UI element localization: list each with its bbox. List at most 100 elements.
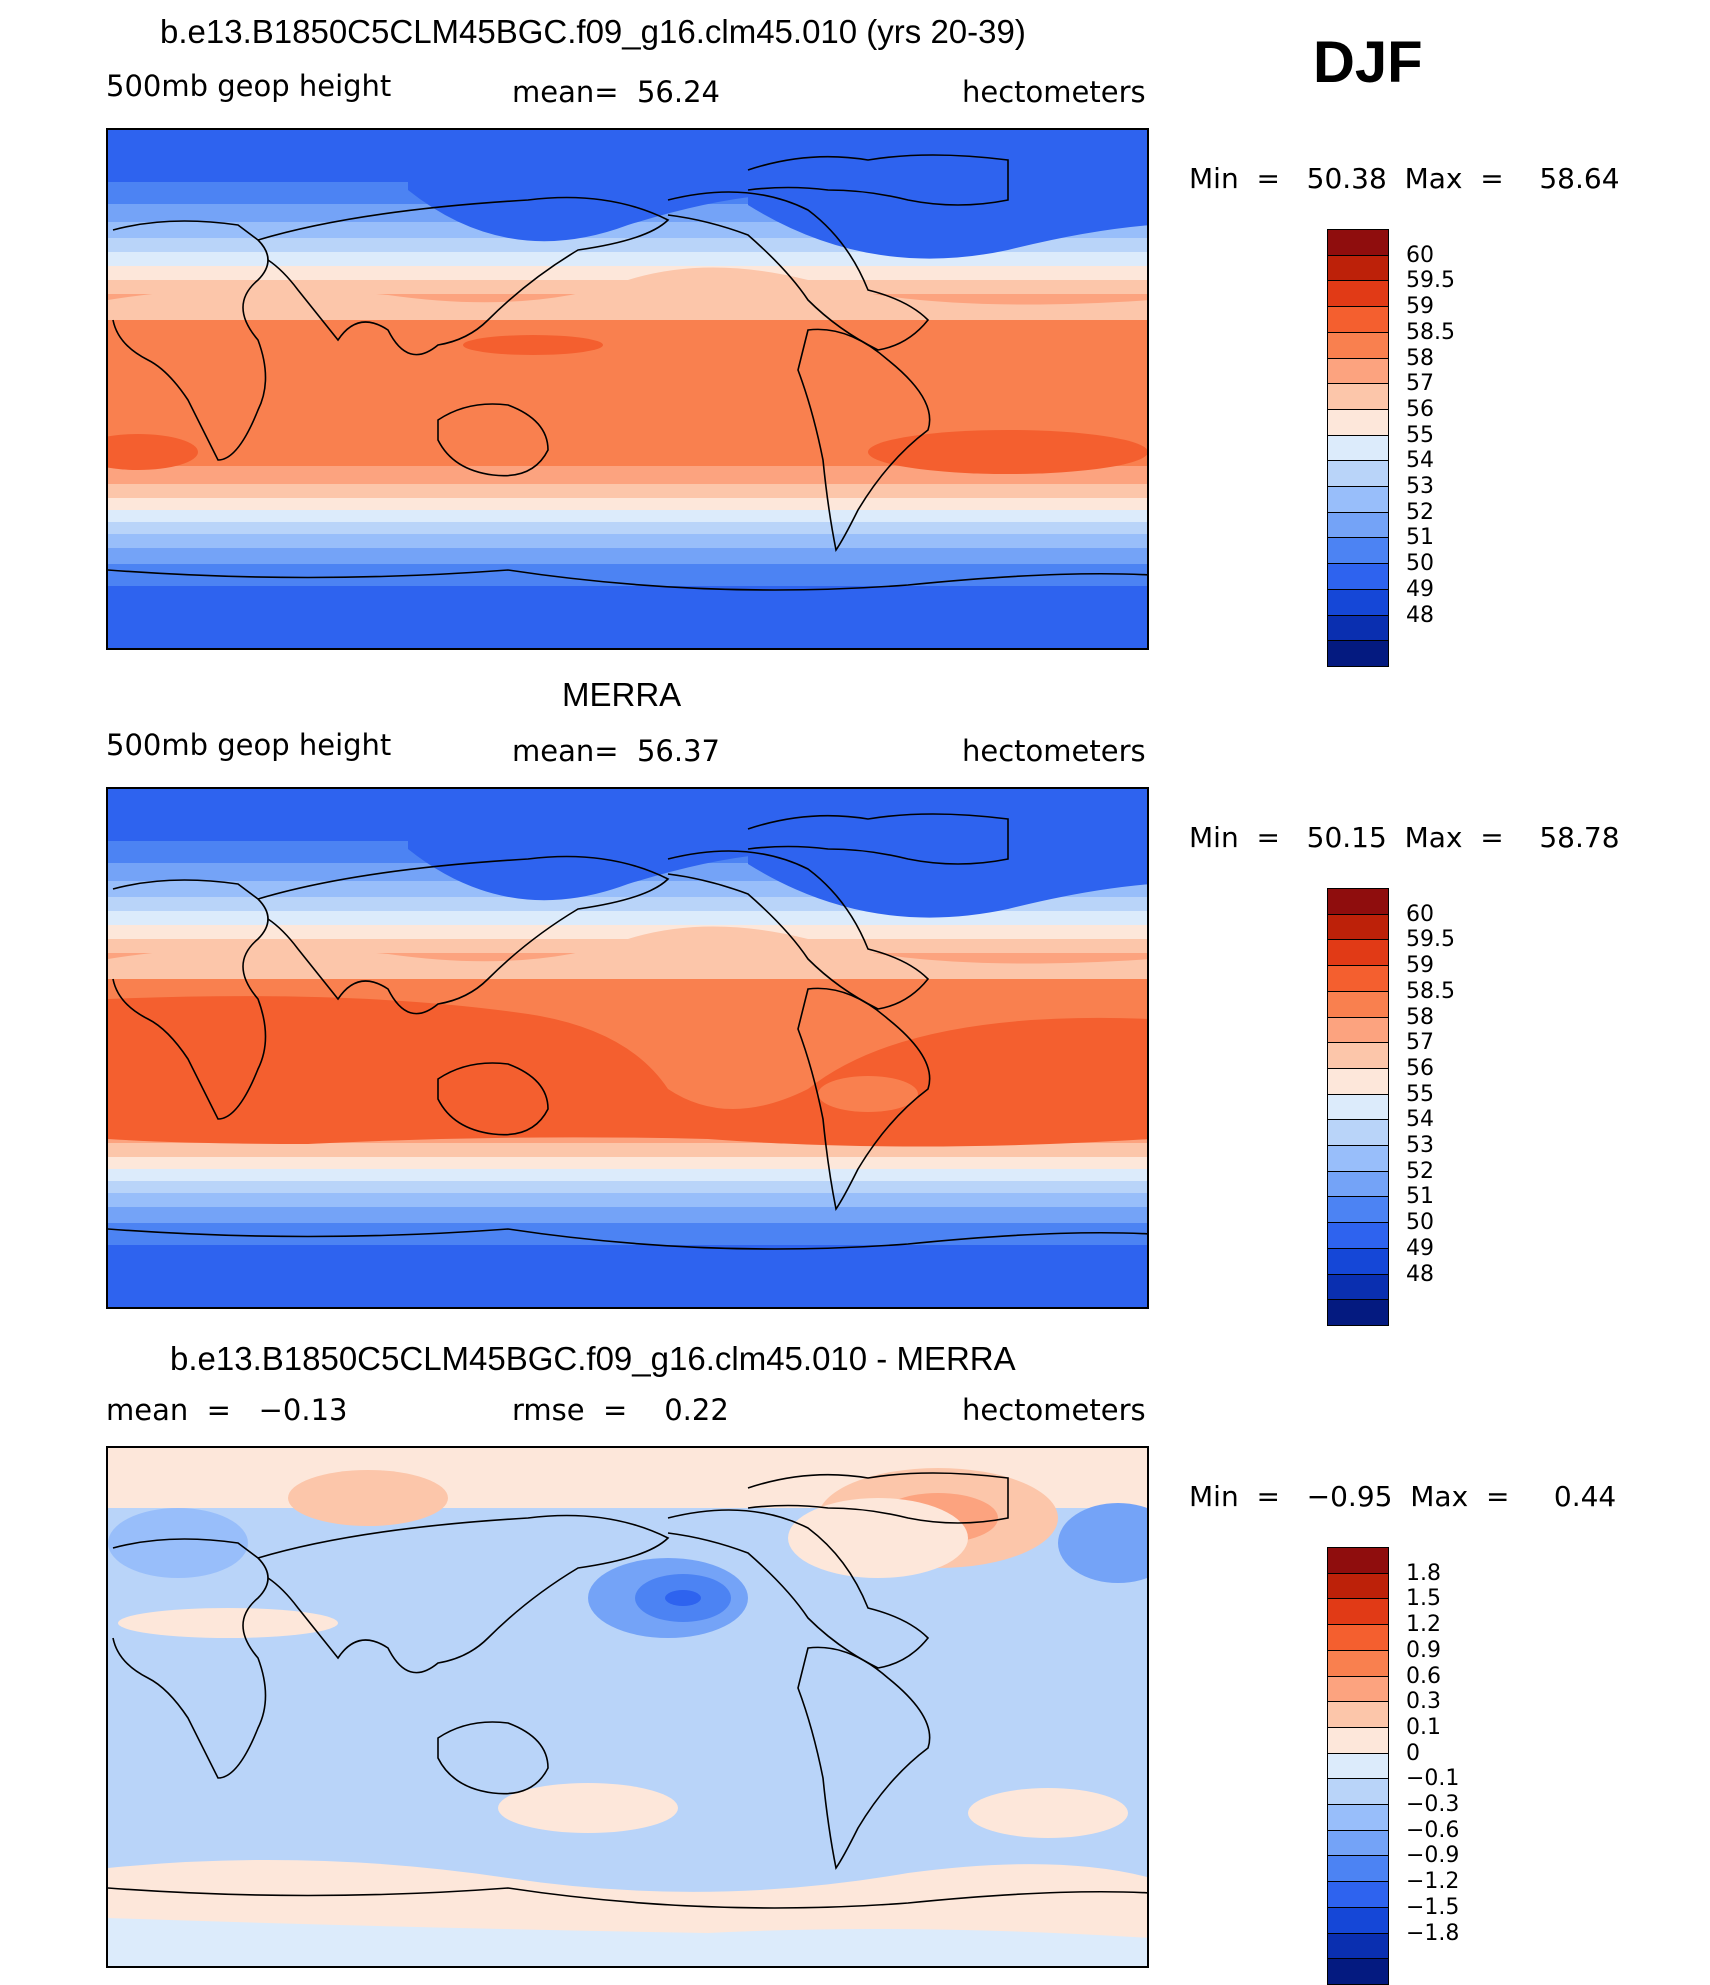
colorbar-tick-label: 60 (1406, 901, 1434, 927)
contour-band (108, 1207, 1147, 1223)
coastline (108, 569, 1147, 591)
colorbar-swatch (1327, 511, 1389, 539)
colorbar-swatch (1327, 434, 1389, 462)
contour-band (108, 548, 1147, 564)
contour-band (108, 586, 1147, 648)
colorbar-swatch (1327, 990, 1389, 1018)
colorbar-tick-label: 49 (1406, 576, 1434, 602)
colorbar-swatch (1327, 1196, 1389, 1224)
contour-band (108, 926, 1147, 979)
contour-band (108, 498, 1147, 510)
panel3-field-svg (108, 1448, 1147, 1966)
colorbar-swatch (1327, 280, 1389, 308)
contour-band (108, 252, 1147, 266)
colorbar-swatch (1327, 1881, 1389, 1909)
colorbar-tick-label: 52 (1406, 1158, 1434, 1184)
contour-max (288, 1470, 448, 1526)
panel2-mean-label: mean= 56.37 (512, 734, 720, 768)
colorbar-tick-label: 1.8 (1406, 1560, 1441, 1586)
panel3-mean-label: mean = −0.13 (106, 1393, 348, 1427)
panel2-variable-label: 500mb geop height (106, 728, 392, 762)
contour-trough (748, 789, 1147, 918)
colorbar-tick-label: 0.6 (1406, 1663, 1441, 1689)
colorbar-tick-label: 0.3 (1406, 1689, 1441, 1715)
colorbar-swatch (1327, 1726, 1389, 1755)
colorbar-tick-label: 54 (1406, 448, 1434, 474)
contour-max (118, 1608, 338, 1638)
coastline (108, 1228, 1147, 1250)
coastline (112, 879, 269, 1120)
contour-band (108, 534, 1147, 548)
contour-trough (408, 789, 768, 901)
colorbar-swatch (1327, 1932, 1389, 1960)
contour-min (108, 1508, 248, 1578)
panel1-mean-label: mean= 56.24 (512, 75, 720, 109)
colorbar-tick-label: −1.8 (1406, 1920, 1460, 1946)
contour-band (108, 522, 1147, 534)
colorbar-tick-label: 53 (1406, 474, 1434, 499)
contour-band (108, 911, 1147, 925)
coastline (437, 403, 549, 477)
panel3-title: b.e13.B1850C5CLM45BGC.f09_g16.clm45.010 … (170, 1340, 1016, 1377)
colorbar-swatch (1327, 563, 1389, 591)
contour-trough (408, 130, 768, 242)
contour-band (108, 1181, 1147, 1193)
colorbar-swatch (1327, 383, 1389, 411)
colorbar-tick-label: 58.5 (1406, 978, 1455, 1004)
colorbar-tick-label: 56 (1406, 396, 1434, 422)
colorbar-swatch (1327, 1598, 1389, 1626)
colorbar-tick-label: 53 (1406, 1133, 1434, 1158)
contour-trough (748, 130, 1147, 259)
colorbar-tick-label: −0.6 (1406, 1817, 1460, 1843)
colorbar-swatch (1327, 1701, 1389, 1729)
coastline (112, 1538, 269, 1779)
coastline (747, 813, 1009, 865)
colorbar-swatch (1327, 1752, 1389, 1780)
panel2-map (106, 787, 1149, 1309)
coastline (257, 196, 670, 356)
contour-max (968, 1788, 1128, 1838)
colorbar-swatch (1327, 408, 1389, 437)
colorbar-swatch (1327, 888, 1389, 916)
coastline (257, 1514, 670, 1674)
coastline (797, 987, 931, 1211)
colorbar-swatch (1327, 1829, 1389, 1857)
colorbar-swatch (1327, 1804, 1389, 1832)
colorbar-tick-label: 59.5 (1406, 927, 1455, 953)
panel2-units-label: hectometers (962, 734, 1146, 768)
colorbar-swatch (1327, 1624, 1389, 1652)
colorbar-tick-label: −1.5 (1406, 1894, 1460, 1920)
coastline (667, 191, 930, 351)
colorbar-swatch (1327, 965, 1389, 993)
colorbar-tick-label: −0.1 (1406, 1766, 1460, 1792)
colorbar-swatch (1327, 913, 1389, 941)
colorbar-swatch (1327, 1170, 1389, 1198)
contour-band (108, 1193, 1147, 1207)
contour-min (1058, 1503, 1147, 1583)
colorbar-swatch (1327, 588, 1389, 616)
colorbar-tick-label: 51 (1406, 1184, 1434, 1210)
contour-band (108, 1245, 1147, 1307)
colorbar-tick-label: 48 (1406, 602, 1434, 628)
contour-band (108, 267, 1147, 320)
colorbar-tick-label: 48 (1406, 1261, 1434, 1287)
colorbar-tick-label: 57 (1406, 371, 1434, 397)
panel2-title: MERRA (562, 676, 682, 713)
colorbar-tick-label: 59 (1406, 953, 1434, 979)
contour-max (108, 434, 198, 470)
colorbar-tick-label: 0 (1406, 1740, 1420, 1766)
colorbar-swatch (1327, 1042, 1389, 1070)
colorbar-swatch (1327, 229, 1389, 257)
colorbar-swatch (1327, 1299, 1389, 1327)
contour-band (108, 266, 1147, 280)
colorbar-swatch (1327, 460, 1389, 488)
panel1-map (106, 128, 1149, 650)
coastline (797, 328, 931, 552)
colorbar-swatch (1327, 1778, 1389, 1806)
contour-band (108, 564, 1147, 586)
colorbar-swatch (1327, 1906, 1389, 1934)
panel1-units-label: hectometers (962, 75, 1146, 109)
contour-band (108, 510, 1147, 522)
colorbar-tick-label: 49 (1406, 1235, 1434, 1261)
coastline (257, 855, 670, 1015)
